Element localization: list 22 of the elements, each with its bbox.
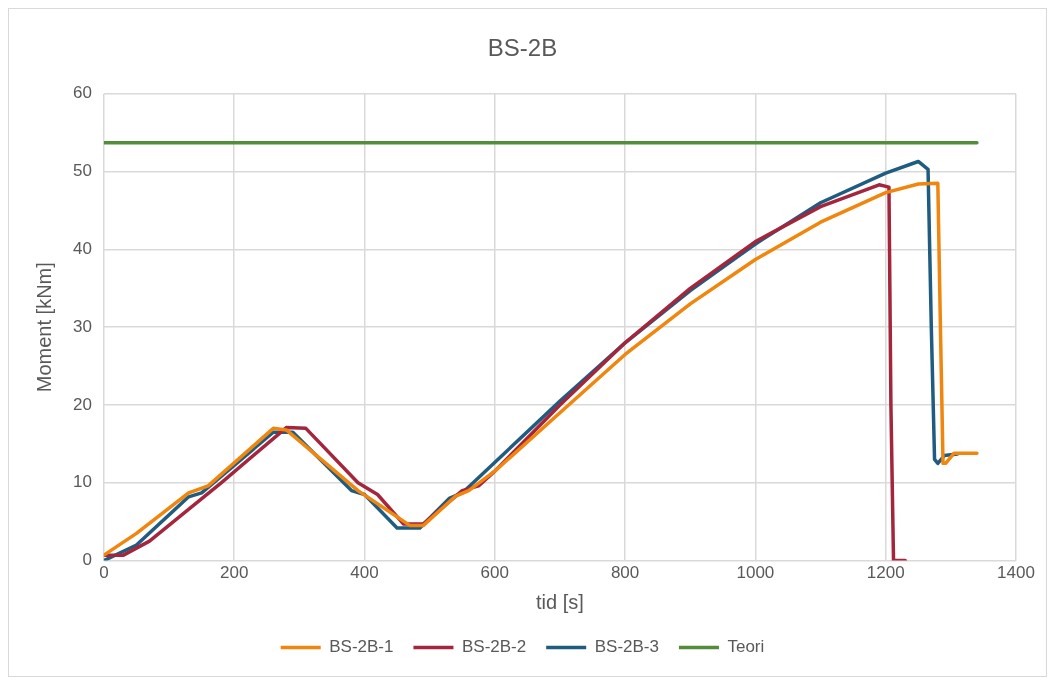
- x-tick-label: 800: [610, 563, 640, 583]
- legend-label: BS-2B-2: [461, 637, 527, 657]
- x-tick-label: 1000: [736, 563, 775, 583]
- y-tick-label: 40: [72, 239, 92, 259]
- x-tick-label: 600: [480, 563, 509, 583]
- x-tick-label: 400: [350, 563, 379, 583]
- x-tick-label: 0: [99, 563, 109, 583]
- y-tick-label: 10: [72, 472, 92, 492]
- x-tick-label: 1400: [997, 563, 1035, 583]
- y-tick-label: 20: [72, 394, 92, 414]
- x-axis-title: tid [s]: [536, 590, 584, 613]
- legend-label: BS-2B-3: [594, 637, 659, 657]
- y-tick-label: 30: [72, 316, 92, 336]
- chart-title: BS-2B: [487, 34, 558, 62]
- y-tick-label: 0: [82, 550, 92, 570]
- legend-label: Teori: [727, 637, 765, 657]
- x-tick-label: 1200: [866, 563, 905, 583]
- y-tick-label: 50: [72, 161, 92, 181]
- legend-label: BS-2B-1: [329, 637, 394, 657]
- x-tick-label: 200: [220, 563, 249, 583]
- y-tick-label: 60: [72, 83, 92, 103]
- y-axis-title: Moment [kNm]: [32, 262, 55, 393]
